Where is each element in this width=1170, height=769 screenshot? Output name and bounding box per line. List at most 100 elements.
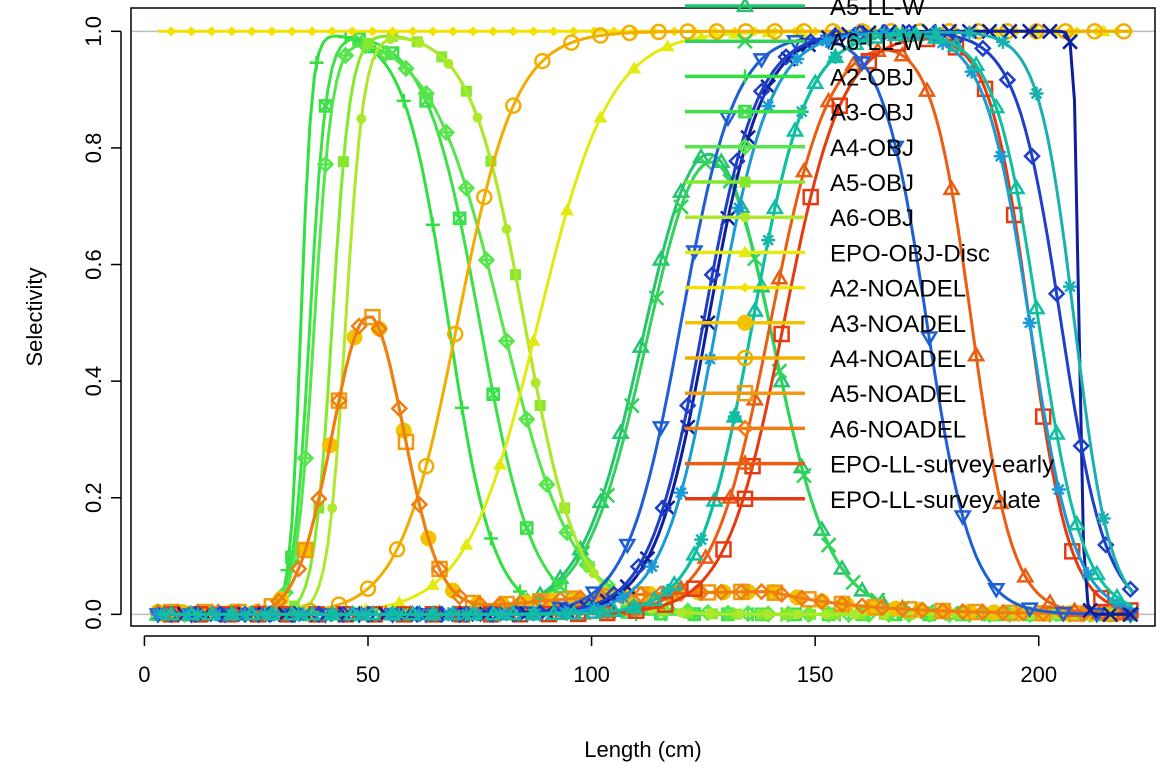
data-point: [450, 587, 469, 606]
data-point: [813, 592, 831, 611]
data-point: [1047, 424, 1066, 440]
data-point: [350, 317, 368, 335]
data-point: [826, 26, 845, 45]
data-point: [696, 548, 715, 564]
data-point: [437, 123, 456, 142]
y-tick-label: 1.0: [81, 16, 106, 47]
data-point: [425, 217, 440, 232]
data-point: [1096, 511, 1111, 526]
legend-item: A5-NOADEL: [685, 381, 966, 408]
data-point: [735, 454, 755, 470]
data-point: [472, 112, 483, 123]
legend-label: EPO-LL-survey-late: [830, 487, 1041, 514]
data-point: [694, 30, 709, 43]
data-point: [1072, 437, 1090, 455]
data-point: [744, 457, 761, 475]
data-point: [615, 590, 630, 605]
legend-label: EPO-LL-survey-early: [830, 452, 1054, 479]
data-point: [313, 502, 325, 514]
data-point: [648, 290, 665, 306]
data-point: [886, 140, 905, 157]
data-point: [289, 560, 308, 578]
data-point: [343, 604, 362, 621]
data-point: [732, 200, 747, 215]
data-point: [356, 113, 367, 124]
data-point: [1047, 285, 1066, 303]
data-point: [592, 27, 609, 44]
data-point: [410, 495, 429, 514]
data-point: [654, 499, 672, 517]
series-A4-OBJ: [155, 36, 1140, 624]
data-point: [987, 583, 1006, 599]
data-point: [397, 59, 415, 78]
data-point: [705, 608, 716, 619]
data-point: [913, 601, 932, 619]
data-point: [262, 604, 282, 621]
legend-label: A2-NOADEL: [830, 276, 966, 303]
data-point: [584, 586, 603, 603]
data-point: [736, 490, 754, 508]
data-point: [383, 604, 402, 621]
data-point: [819, 34, 834, 49]
data-point: [735, 0, 755, 13]
data-point: [497, 332, 516, 350]
data-point: [624, 597, 644, 614]
data-point: [501, 224, 512, 235]
data-point: [1022, 315, 1037, 330]
legend-item: A4-NOADEL: [685, 346, 966, 373]
data-point: [363, 604, 382, 621]
data-point: [919, 331, 939, 347]
data-point: [987, 97, 1006, 114]
data-point: [334, 605, 353, 624]
data-point: [392, 595, 407, 608]
data-point: [893, 600, 912, 618]
data-point: [330, 391, 348, 410]
data-point: [206, 26, 217, 37]
data-point: [327, 503, 338, 514]
data-point: [765, 198, 785, 215]
data-point: [414, 37, 425, 48]
x-axis-title: Length (cm): [584, 737, 701, 762]
data-point: [599, 487, 616, 504]
data-point: [651, 250, 671, 266]
data-point: [1023, 147, 1041, 165]
data-point: [1065, 601, 1084, 617]
data-point: [674, 485, 689, 500]
data-point: [534, 52, 551, 70]
data-point: [715, 541, 732, 558]
data-point: [760, 79, 777, 95]
data-point: [202, 604, 221, 621]
data-point: [794, 161, 814, 178]
data-point: [367, 26, 378, 37]
data-point: [1007, 178, 1026, 195]
data-point: [792, 609, 803, 620]
data-point: [736, 419, 754, 438]
legend-item: A4-OBJ: [685, 135, 914, 162]
data-point: [766, 23, 784, 40]
data-point: [845, 574, 862, 591]
data-point: [703, 265, 722, 284]
data-point: [336, 46, 355, 65]
data-point: [1063, 279, 1078, 294]
data-point: [629, 557, 648, 576]
data-point: [708, 23, 726, 40]
data-point: [946, 36, 966, 52]
data-point: [1102, 606, 1119, 623]
data-point: [492, 457, 507, 470]
data-point: [623, 397, 640, 414]
legend-item: A3-OBJ: [685, 100, 914, 127]
data-point: [593, 110, 608, 123]
data-point: [396, 93, 411, 108]
data-point: [430, 560, 449, 578]
data-point: [427, 26, 438, 37]
data-point: [166, 26, 177, 37]
data-point: [385, 34, 396, 45]
data-point: [528, 26, 539, 37]
data-point: [302, 604, 322, 621]
data-point: [1067, 514, 1086, 531]
series-line: [157, 33, 1134, 616]
data-point: [886, 25, 905, 42]
data-point: [966, 55, 986, 72]
data-point: [463, 604, 483, 621]
legend-label: A6-OBJ: [830, 205, 914, 232]
